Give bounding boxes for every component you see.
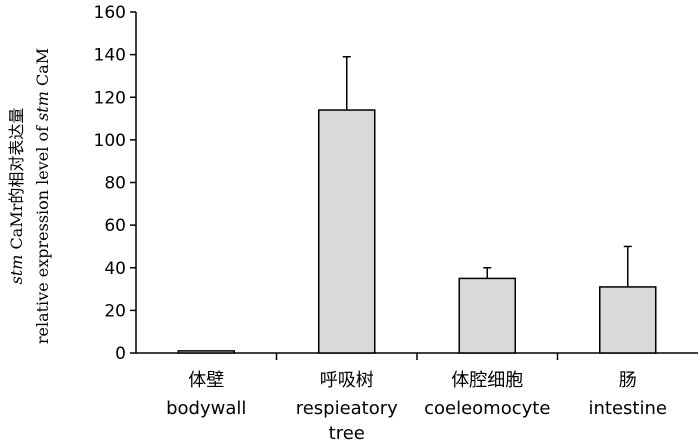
y-axis-title: stm CaMr的相对表达量 relative expression level… xyxy=(7,48,52,344)
y-tick-label: 40 xyxy=(104,259,126,279)
y-tick-labels: 0 20 40 60 80 100 120 140 160 xyxy=(94,3,126,364)
y-axis-title-en: relative expression level of stm CaM xyxy=(33,48,52,344)
bar xyxy=(599,286,657,354)
bar xyxy=(318,109,376,354)
bar xyxy=(177,350,235,354)
y-tick-label: 60 xyxy=(104,216,126,236)
x-category-label-en: respieatory xyxy=(296,398,398,419)
bar xyxy=(458,277,516,354)
x-category-label-zh: 体腔细胞 xyxy=(451,370,523,391)
y-tick-label: 0 xyxy=(115,344,126,364)
x-category-label-en: bodywall xyxy=(166,398,246,419)
y-tick-label: 120 xyxy=(94,88,126,108)
x-category-label-en: tree xyxy=(329,423,365,444)
y-tick-label: 80 xyxy=(104,174,126,194)
y-axis-title-zh: stm CaMr的相对表达量 xyxy=(7,108,26,285)
x-category-label-en: intestine xyxy=(589,398,667,419)
error-bars xyxy=(342,56,632,287)
x-category-label-zh: 肠 xyxy=(619,370,637,391)
y-tick-label: 140 xyxy=(94,46,126,66)
x-category-label-en: coeleomocyte xyxy=(424,398,550,419)
y-tick-label: 160 xyxy=(94,3,126,23)
y-tick-label: 100 xyxy=(94,131,126,151)
x-category-labels: 体壁 bodywall 呼吸树 respieatory tree 体腔细胞 coeleomo… xyxy=(166,370,667,444)
x-category-label-zh: 呼吸树 xyxy=(320,370,374,391)
bars xyxy=(177,109,657,354)
y-tick-label: 20 xyxy=(104,301,126,321)
x-category-label-zh: 体壁 xyxy=(188,370,224,391)
